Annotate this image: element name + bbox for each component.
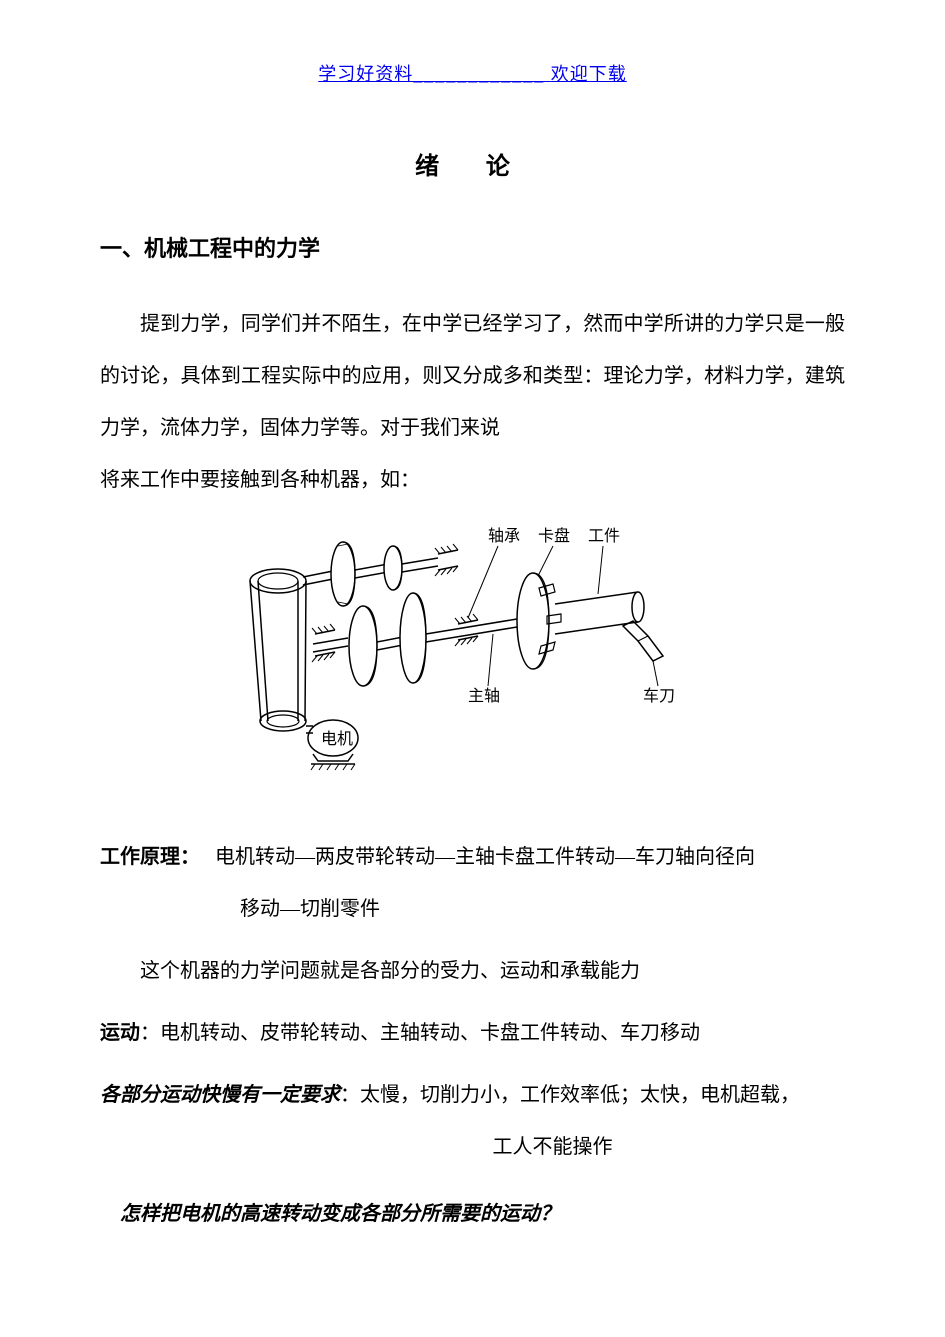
requirement-line: 各部分运动快慢有一定要求：太慢，切削力小，工作效率低；太快，电机超载， <box>100 1069 845 1121</box>
document-title: 绪 论 <box>100 146 845 181</box>
page-header: 学习好资料____________ 欢迎下载 <box>100 60 845 86</box>
requirement-text: ：太慢，切削力小，工作效率低；太快，电机超载， <box>340 1084 800 1106</box>
principle-text-2: 移动—切削零件 <box>100 883 845 935</box>
motion-label: 运动 <box>100 1022 140 1044</box>
chuck-label: 卡盘 <box>538 526 570 545</box>
paragraph-1: 提到力学，同学们并不陌生，在中学已经学习了，然而中学所讲的力学只是一般的讨论，具… <box>100 298 845 454</box>
header-left-text: 学习好资料 <box>318 64 413 84</box>
question-text: 怎样把电机的高速转动变成各部分所需要的运动？ <box>100 1188 845 1240</box>
summary-text: 这个机器的力学问题就是各部分的受力、运动和承载能力 <box>100 945 845 997</box>
motor-label: 电机 <box>321 730 353 748</box>
workpiece-label: 工件 <box>588 527 620 545</box>
header-dashes: ____________ <box>413 64 545 84</box>
spindle-label: 主轴 <box>468 687 500 705</box>
motion-text: ：电机转动、皮带轮转动、主轴转动、卡盘工件转动、车刀移动 <box>140 1022 700 1044</box>
requirement-text-2: 工人不能操作 <box>100 1121 845 1173</box>
lathe-diagram: 电机 <box>100 526 845 781</box>
bearing-label: 轴承 <box>488 527 520 545</box>
paragraph-2: 将来工作中要接触到各种机器，如： <box>100 454 845 506</box>
principle-line: 工作原理： 电机转动—两皮带轮转动—主轴卡盘工件转动—车刀轴向径向 <box>100 831 845 883</box>
section-1-heading: 一、机械工程中的力学 <box>100 231 845 263</box>
principle-text: 电机转动—两皮带轮转动—主轴卡盘工件转动—车刀轴向径向 <box>215 846 755 868</box>
motion-line: 运动：电机转动、皮带轮转动、主轴转动、卡盘工件转动、车刀移动 <box>100 1007 845 1059</box>
tool-label: 车刀 <box>643 687 675 705</box>
header-right-text: 欢迎下载 <box>551 64 627 84</box>
requirement-label: 各部分运动快慢有一定要求 <box>100 1084 340 1106</box>
principle-label: 工作原理： <box>100 846 200 868</box>
lathe-svg: 电机 <box>243 526 703 776</box>
header-link[interactable]: 学习好资料____________ 欢迎下载 <box>318 64 627 84</box>
